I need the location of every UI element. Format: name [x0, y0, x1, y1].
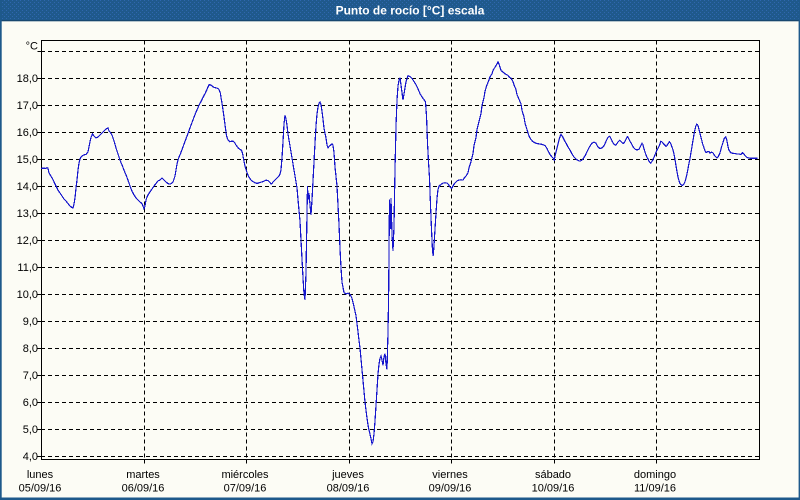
svg-text:06/09/16: 06/09/16 — [122, 483, 165, 495]
svg-text:miércoles: miércoles — [221, 469, 269, 481]
svg-text:5,0: 5,0 — [23, 424, 38, 436]
svg-text:domingo: domingo — [634, 469, 676, 481]
svg-text:8,0: 8,0 — [23, 343, 38, 355]
svg-text:jueves: jueves — [331, 469, 364, 481]
svg-text:16,0: 16,0 — [17, 127, 38, 139]
svg-text:18,0: 18,0 — [17, 73, 38, 85]
svg-text:°C: °C — [26, 41, 38, 53]
svg-text:15,0: 15,0 — [17, 154, 38, 166]
svg-text:viernes: viernes — [432, 469, 468, 481]
svg-text:09/09/16: 09/09/16 — [429, 483, 472, 495]
svg-text:6,0: 6,0 — [23, 397, 38, 409]
svg-text:10,0: 10,0 — [17, 289, 38, 301]
svg-text:12,0: 12,0 — [17, 235, 38, 247]
svg-text:10/09/16: 10/09/16 — [532, 483, 575, 495]
svg-text:17,0: 17,0 — [17, 100, 38, 112]
svg-text:Punto de rocío [°C] escala: Punto de rocío [°C] escala — [336, 4, 485, 18]
svg-text:9,0: 9,0 — [23, 316, 38, 328]
svg-text:08/09/16: 08/09/16 — [327, 483, 370, 495]
svg-text:7,0: 7,0 — [23, 370, 38, 382]
svg-text:sábado: sábado — [535, 469, 571, 481]
svg-text:14,0: 14,0 — [17, 181, 38, 193]
svg-text:07/09/16: 07/09/16 — [224, 483, 267, 495]
svg-text:lunes: lunes — [27, 469, 54, 481]
svg-text:11,0: 11,0 — [17, 262, 38, 274]
svg-text:05/09/16: 05/09/16 — [19, 483, 62, 495]
svg-text:4,0: 4,0 — [23, 451, 38, 463]
svg-text:11/09/16: 11/09/16 — [634, 483, 676, 495]
svg-text:13,0: 13,0 — [17, 208, 38, 220]
svg-text:martes: martes — [126, 469, 160, 481]
